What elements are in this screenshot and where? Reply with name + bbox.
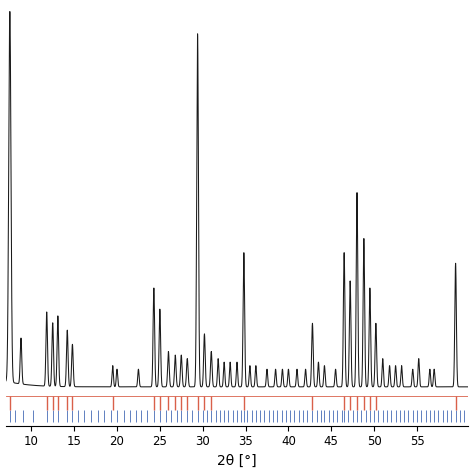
X-axis label: 2θ [°]: 2θ [°]	[217, 454, 257, 468]
